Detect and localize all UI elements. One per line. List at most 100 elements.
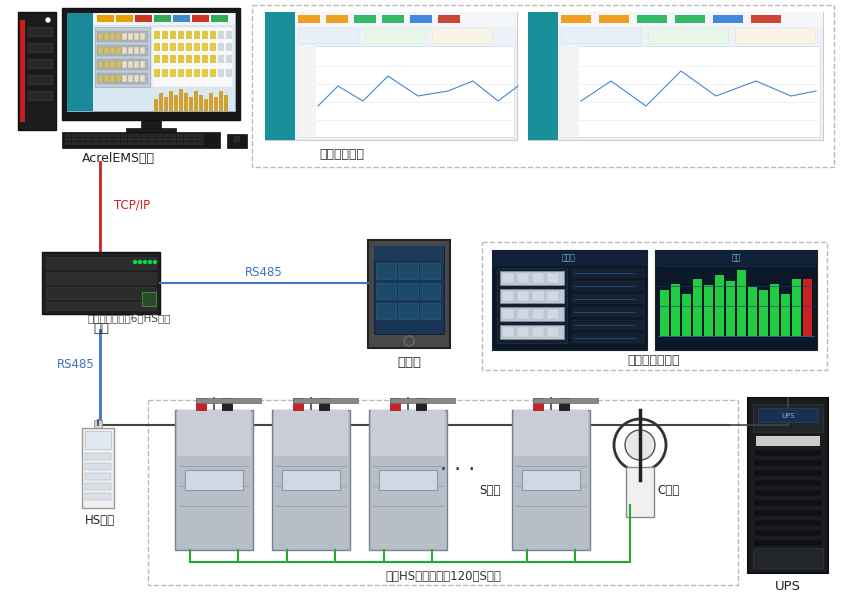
- Text: C模块: C模块: [657, 484, 679, 497]
- Text: UPS: UPS: [782, 413, 795, 419]
- Bar: [369, 410, 447, 550]
- Bar: [517, 309, 529, 319]
- Bar: [178, 31, 184, 39]
- Bar: [94, 420, 102, 428]
- Bar: [365, 28, 425, 43]
- Bar: [174, 95, 178, 111]
- Bar: [162, 55, 168, 63]
- Bar: [140, 47, 145, 54]
- Bar: [184, 142, 190, 145]
- Bar: [162, 69, 168, 77]
- Bar: [85, 473, 111, 480]
- Bar: [410, 15, 432, 23]
- Bar: [110, 33, 115, 40]
- Bar: [114, 142, 120, 145]
- Bar: [390, 398, 455, 403]
- Bar: [116, 75, 121, 82]
- Bar: [227, 134, 247, 148]
- Bar: [374, 246, 444, 334]
- Text: 平台界面展示: 平台界面展示: [320, 148, 365, 161]
- Bar: [655, 250, 817, 266]
- Bar: [637, 15, 667, 23]
- Bar: [265, 12, 517, 140]
- Bar: [211, 15, 228, 22]
- Bar: [218, 31, 224, 39]
- Bar: [72, 134, 78, 137]
- Bar: [561, 46, 579, 137]
- Bar: [65, 134, 71, 137]
- Bar: [559, 398, 569, 410]
- Bar: [781, 294, 790, 336]
- Bar: [547, 273, 559, 283]
- Bar: [226, 55, 232, 63]
- Bar: [234, 136, 240, 142]
- Text: 触摸屏界面展示: 触摸屏界面展示: [628, 354, 680, 367]
- Bar: [72, 142, 78, 145]
- Bar: [134, 33, 139, 40]
- Bar: [142, 138, 148, 141]
- Bar: [191, 138, 197, 141]
- Bar: [192, 15, 209, 22]
- Bar: [28, 91, 52, 100]
- Bar: [420, 283, 440, 299]
- Bar: [792, 279, 801, 336]
- Bar: [514, 410, 588, 456]
- Bar: [517, 327, 529, 337]
- Bar: [116, 47, 121, 54]
- Bar: [226, 43, 232, 51]
- Bar: [28, 59, 52, 68]
- Bar: [86, 134, 92, 137]
- Bar: [162, 43, 168, 51]
- Bar: [179, 89, 183, 111]
- Bar: [170, 138, 176, 141]
- Bar: [218, 43, 224, 51]
- Bar: [754, 540, 822, 546]
- Bar: [178, 43, 184, 51]
- Bar: [754, 530, 822, 536]
- Bar: [572, 333, 645, 343]
- Bar: [156, 138, 162, 141]
- Bar: [128, 134, 134, 137]
- Bar: [100, 142, 106, 145]
- Bar: [502, 273, 514, 283]
- Bar: [210, 31, 216, 39]
- Bar: [196, 398, 261, 403]
- Text: AcrelEMS平台: AcrelEMS平台: [82, 151, 154, 164]
- Bar: [500, 289, 564, 303]
- Bar: [754, 460, 822, 466]
- Bar: [319, 398, 329, 410]
- Bar: [416, 398, 426, 410]
- Bar: [293, 398, 358, 403]
- Bar: [121, 138, 127, 141]
- Bar: [140, 61, 145, 68]
- Bar: [532, 309, 544, 319]
- Bar: [512, 410, 590, 550]
- Bar: [502, 309, 514, 319]
- Bar: [561, 15, 591, 23]
- Bar: [42, 252, 160, 314]
- Bar: [748, 287, 757, 336]
- Ellipse shape: [625, 430, 655, 460]
- Bar: [170, 142, 176, 145]
- Bar: [46, 272, 156, 284]
- Bar: [159, 93, 163, 111]
- Bar: [100, 134, 106, 137]
- Bar: [140, 33, 145, 40]
- Bar: [522, 470, 580, 490]
- Bar: [177, 410, 251, 456]
- Bar: [218, 69, 224, 77]
- Bar: [209, 93, 213, 111]
- Bar: [62, 8, 240, 120]
- Bar: [93, 138, 99, 141]
- Bar: [202, 55, 208, 63]
- Bar: [116, 33, 121, 40]
- Bar: [170, 31, 176, 39]
- Bar: [204, 99, 208, 111]
- Bar: [170, 55, 176, 63]
- Bar: [754, 450, 822, 456]
- Bar: [121, 142, 127, 145]
- Bar: [753, 404, 823, 432]
- Bar: [198, 138, 204, 141]
- Circle shape: [138, 261, 142, 264]
- Bar: [114, 134, 120, 137]
